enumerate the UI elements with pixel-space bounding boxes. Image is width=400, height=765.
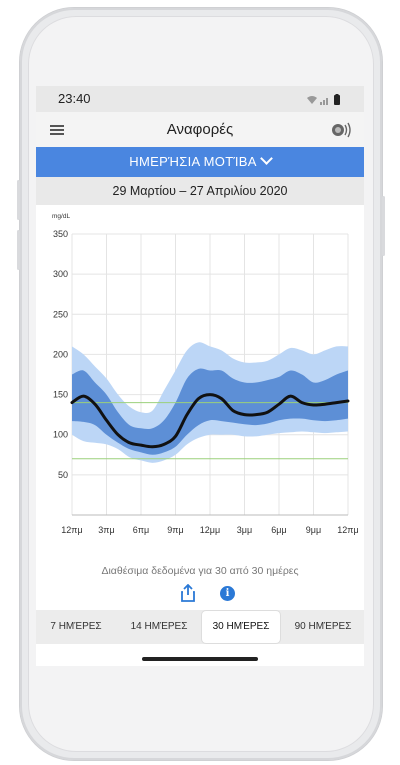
power-button — [382, 196, 385, 256]
sound-icon[interactable] — [330, 122, 352, 138]
median-line — [70, 393, 350, 449]
tab-7-days[interactable]: 7 ΗΜΈΡΕΣ — [50, 621, 102, 632]
y-tick-label: 200 — [53, 349, 68, 359]
share-icon[interactable] — [180, 584, 196, 602]
volume-button — [17, 180, 20, 220]
battery-icon — [334, 95, 340, 105]
volume-button — [17, 230, 20, 270]
tab-14-days[interactable]: 14 ΗΜΈΡΕΣ — [130, 621, 188, 632]
wifi-icon — [307, 96, 317, 104]
period-tabs: 7 ΗΜΈΡΕΣ 14 ΗΜΈΡΕΣ 30 ΗΜΈΡΕΣ 90 ΗΜΈΡΕΣ — [36, 610, 364, 644]
menu-icon[interactable] — [50, 125, 64, 135]
y-tick-label: 350 — [53, 229, 68, 239]
y-tick-label: 50 — [58, 470, 68, 480]
y-tick-label: 100 — [53, 430, 68, 440]
x-tick-label: 12πμ — [337, 525, 358, 535]
x-tick-label: 9πμ — [167, 525, 183, 535]
app-screen: 23:40 Αναφορές ΗΜΕΡΉΣΙΑ ΜΟΤΊΒΑ 29 Μαρτίο… — [36, 86, 364, 666]
data-availability-note: Διαθέσιμα δεδομένα για 30 από 30 ημέρες — [101, 565, 299, 577]
date-range: 29 Μαρτίου – 27 Απριλίου 2020 — [36, 177, 364, 205]
info-icon[interactable]: i — [220, 586, 235, 601]
glucose-chart: mg/dL 350 300 250 200 150 100 50 12πμ 3πμ 6πμ 9πμ 12… — [52, 213, 359, 535]
y-tick-label: 250 — [53, 309, 68, 319]
x-tick-label: 3μμ — [237, 525, 252, 535]
tab-90-days[interactable]: 90 ΗΜΈΡΕΣ — [294, 621, 352, 632]
pattern-selector[interactable]: ΗΜΕΡΉΣΙΑ ΜΟΤΊΒΑ — [36, 147, 364, 177]
x-tick-label: 6πμ — [133, 525, 149, 535]
app-header: Αναφορές — [36, 112, 364, 148]
band-25-75 — [72, 368, 348, 455]
status-time: 23:40 — [58, 91, 91, 106]
page-title: Αναφορές — [166, 121, 234, 138]
y-tick-label: 150 — [53, 390, 68, 400]
x-tick-label: 6μμ — [271, 525, 286, 535]
x-tick-label: 12μμ — [200, 525, 220, 535]
tab-30-days[interactable]: 30 ΗΜΈΡΕΣ — [202, 611, 280, 643]
y-axis-label: mg/dL — [52, 213, 70, 220]
status-bar: 23:40 — [36, 86, 364, 112]
x-tick-label: 9μμ — [306, 525, 321, 535]
home-indicator — [142, 657, 258, 661]
status-icons — [307, 94, 340, 105]
x-tick-label: 12πμ — [61, 525, 82, 535]
signal-icon — [320, 102, 322, 105]
x-tick-label: 3πμ — [98, 525, 114, 535]
chevron-down-icon — [259, 152, 273, 165]
y-tick-label: 300 — [53, 269, 68, 279]
pattern-selector-label: ΗΜΕΡΉΣΙΑ ΜΟΤΊΒΑ — [129, 154, 257, 169]
action-row: i — [36, 584, 364, 604]
